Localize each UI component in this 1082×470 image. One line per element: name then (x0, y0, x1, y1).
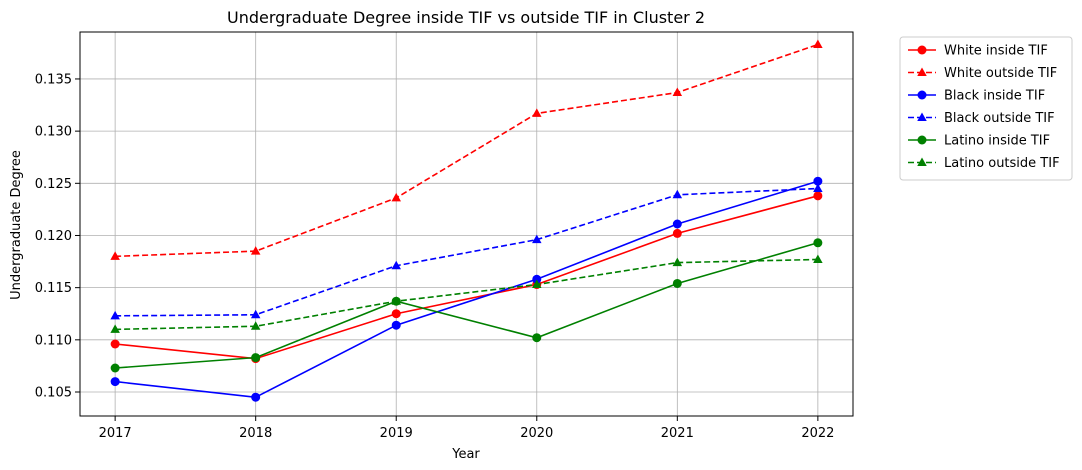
legend-marker-black-outside-tif (917, 112, 927, 121)
series-line-white-inside-tif (115, 195, 819, 360)
series-line-black-inside-tif (115, 180, 819, 399)
data-point-latino-outside-tif (532, 279, 542, 289)
data-point-white-outside-tif (110, 251, 120, 260)
x-tick-label: 2020 (520, 426, 553, 441)
y-tick-label: 0.115 (35, 281, 72, 296)
grid (80, 32, 853, 416)
x-axis-title: Year (451, 447, 480, 462)
data-point-latino-outside-tif (110, 324, 120, 333)
y-tick-label: 0.120 (35, 229, 72, 244)
y-axis: 0.105 0.110 0.115 0.120 0.125 0.130 0.135 (35, 72, 80, 401)
data-point-latino-outside-tif (813, 254, 823, 263)
data-point-black-outside-tif (813, 183, 823, 193)
y-tick-label: 0.135 (35, 72, 72, 87)
legend-marker-white-inside-tif (917, 45, 927, 55)
series-white-outside-tif (110, 39, 823, 260)
data-point-white-outside-tif (532, 108, 542, 117)
series-black-inside-tif (110, 176, 823, 402)
series-group (110, 39, 823, 402)
series-line-latino-inside-tif (115, 242, 819, 369)
data-point-latino-inside-tif (672, 278, 682, 288)
y-tick-label: 0.105 (35, 386, 72, 401)
legend-marker-white-outside-tif (917, 67, 927, 76)
data-point-black-outside-tif (250, 309, 261, 319)
data-point-latino-inside-tif (251, 353, 261, 363)
data-point-white-outside-tif (672, 87, 683, 97)
data-point-black-inside-tif (391, 320, 401, 330)
data-point-latino-outside-tif (250, 321, 261, 330)
data-point-black-outside-tif (391, 260, 401, 270)
data-point-white-inside-tif (813, 191, 823, 201)
data-point-black-inside-tif (672, 219, 682, 229)
series-line-black-outside-tif (115, 187, 818, 317)
legend-label-white-outside-tif: White outside TIF (944, 66, 1057, 81)
series-line-white-outside-tif (115, 43, 819, 258)
legend-marker-black-inside-tif (917, 90, 927, 100)
x-tick-label: 2018 (239, 426, 272, 441)
legend-marker-latino-outside-tif (917, 157, 927, 166)
x-axis: 2017 2018 2019 2020 2021 2022 (99, 416, 834, 441)
y-tick-label: 0.130 (35, 125, 72, 140)
plot-area-frame (79, 31, 854, 417)
data-point-white-outside-tif (813, 39, 823, 49)
data-point-black-inside-tif (532, 274, 542, 284)
legend-box (899, 36, 1073, 181)
x-tick-label: 2017 (99, 426, 132, 441)
legend-label-latino-outside-tif: Latino outside TIF (944, 156, 1060, 171)
series-latino-inside-tif (110, 238, 823, 373)
data-point-latino-inside-tif (110, 363, 120, 373)
y-axis-title: Undergraduate Degree (9, 150, 24, 300)
data-point-latino-inside-tif (813, 238, 823, 248)
legend-label-black-inside-tif: Black inside TIF (944, 89, 1045, 104)
data-point-white-outside-tif (250, 246, 261, 255)
data-point-latino-inside-tif (532, 333, 542, 343)
y-tick-label: 0.125 (35, 177, 72, 192)
data-point-black-outside-tif (110, 310, 120, 320)
data-point-white-inside-tif (672, 228, 682, 238)
series-latino-outside-tif (110, 254, 823, 333)
legend-label-latino-inside-tif: Latino inside TIF (944, 134, 1050, 149)
legend-marker-latino-inside-tif (917, 135, 927, 145)
legend-label-white-inside-tif: White inside TIF (944, 44, 1048, 59)
x-tick-label: 2022 (801, 426, 834, 441)
data-point-black-outside-tif (672, 189, 683, 199)
series-white-inside-tif (110, 191, 823, 364)
series-black-outside-tif (110, 183, 823, 320)
chart-title: Undergraduate Degree inside TIF vs outsi… (227, 8, 705, 27)
data-point-white-outside-tif (391, 192, 401, 202)
data-point-black-outside-tif (532, 234, 542, 244)
data-point-black-inside-tif (251, 392, 261, 402)
series-line-latino-outside-tif (115, 258, 818, 331)
y-tick-label: 0.110 (35, 333, 72, 348)
x-tick-label: 2021 (661, 426, 694, 441)
data-point-black-inside-tif (813, 176, 823, 186)
data-point-latino-outside-tif (391, 296, 401, 305)
data-point-white-inside-tif (110, 339, 120, 349)
legend-label-black-outside-tif: Black outside TIF (944, 111, 1055, 126)
data-point-latino-outside-tif (672, 257, 683, 267)
data-point-white-inside-tif (391, 309, 401, 319)
data-point-black-inside-tif (110, 377, 120, 387)
x-tick-label: 2019 (380, 426, 413, 441)
legend: White inside TIF White outside TIF Black i… (899, 36, 1073, 181)
